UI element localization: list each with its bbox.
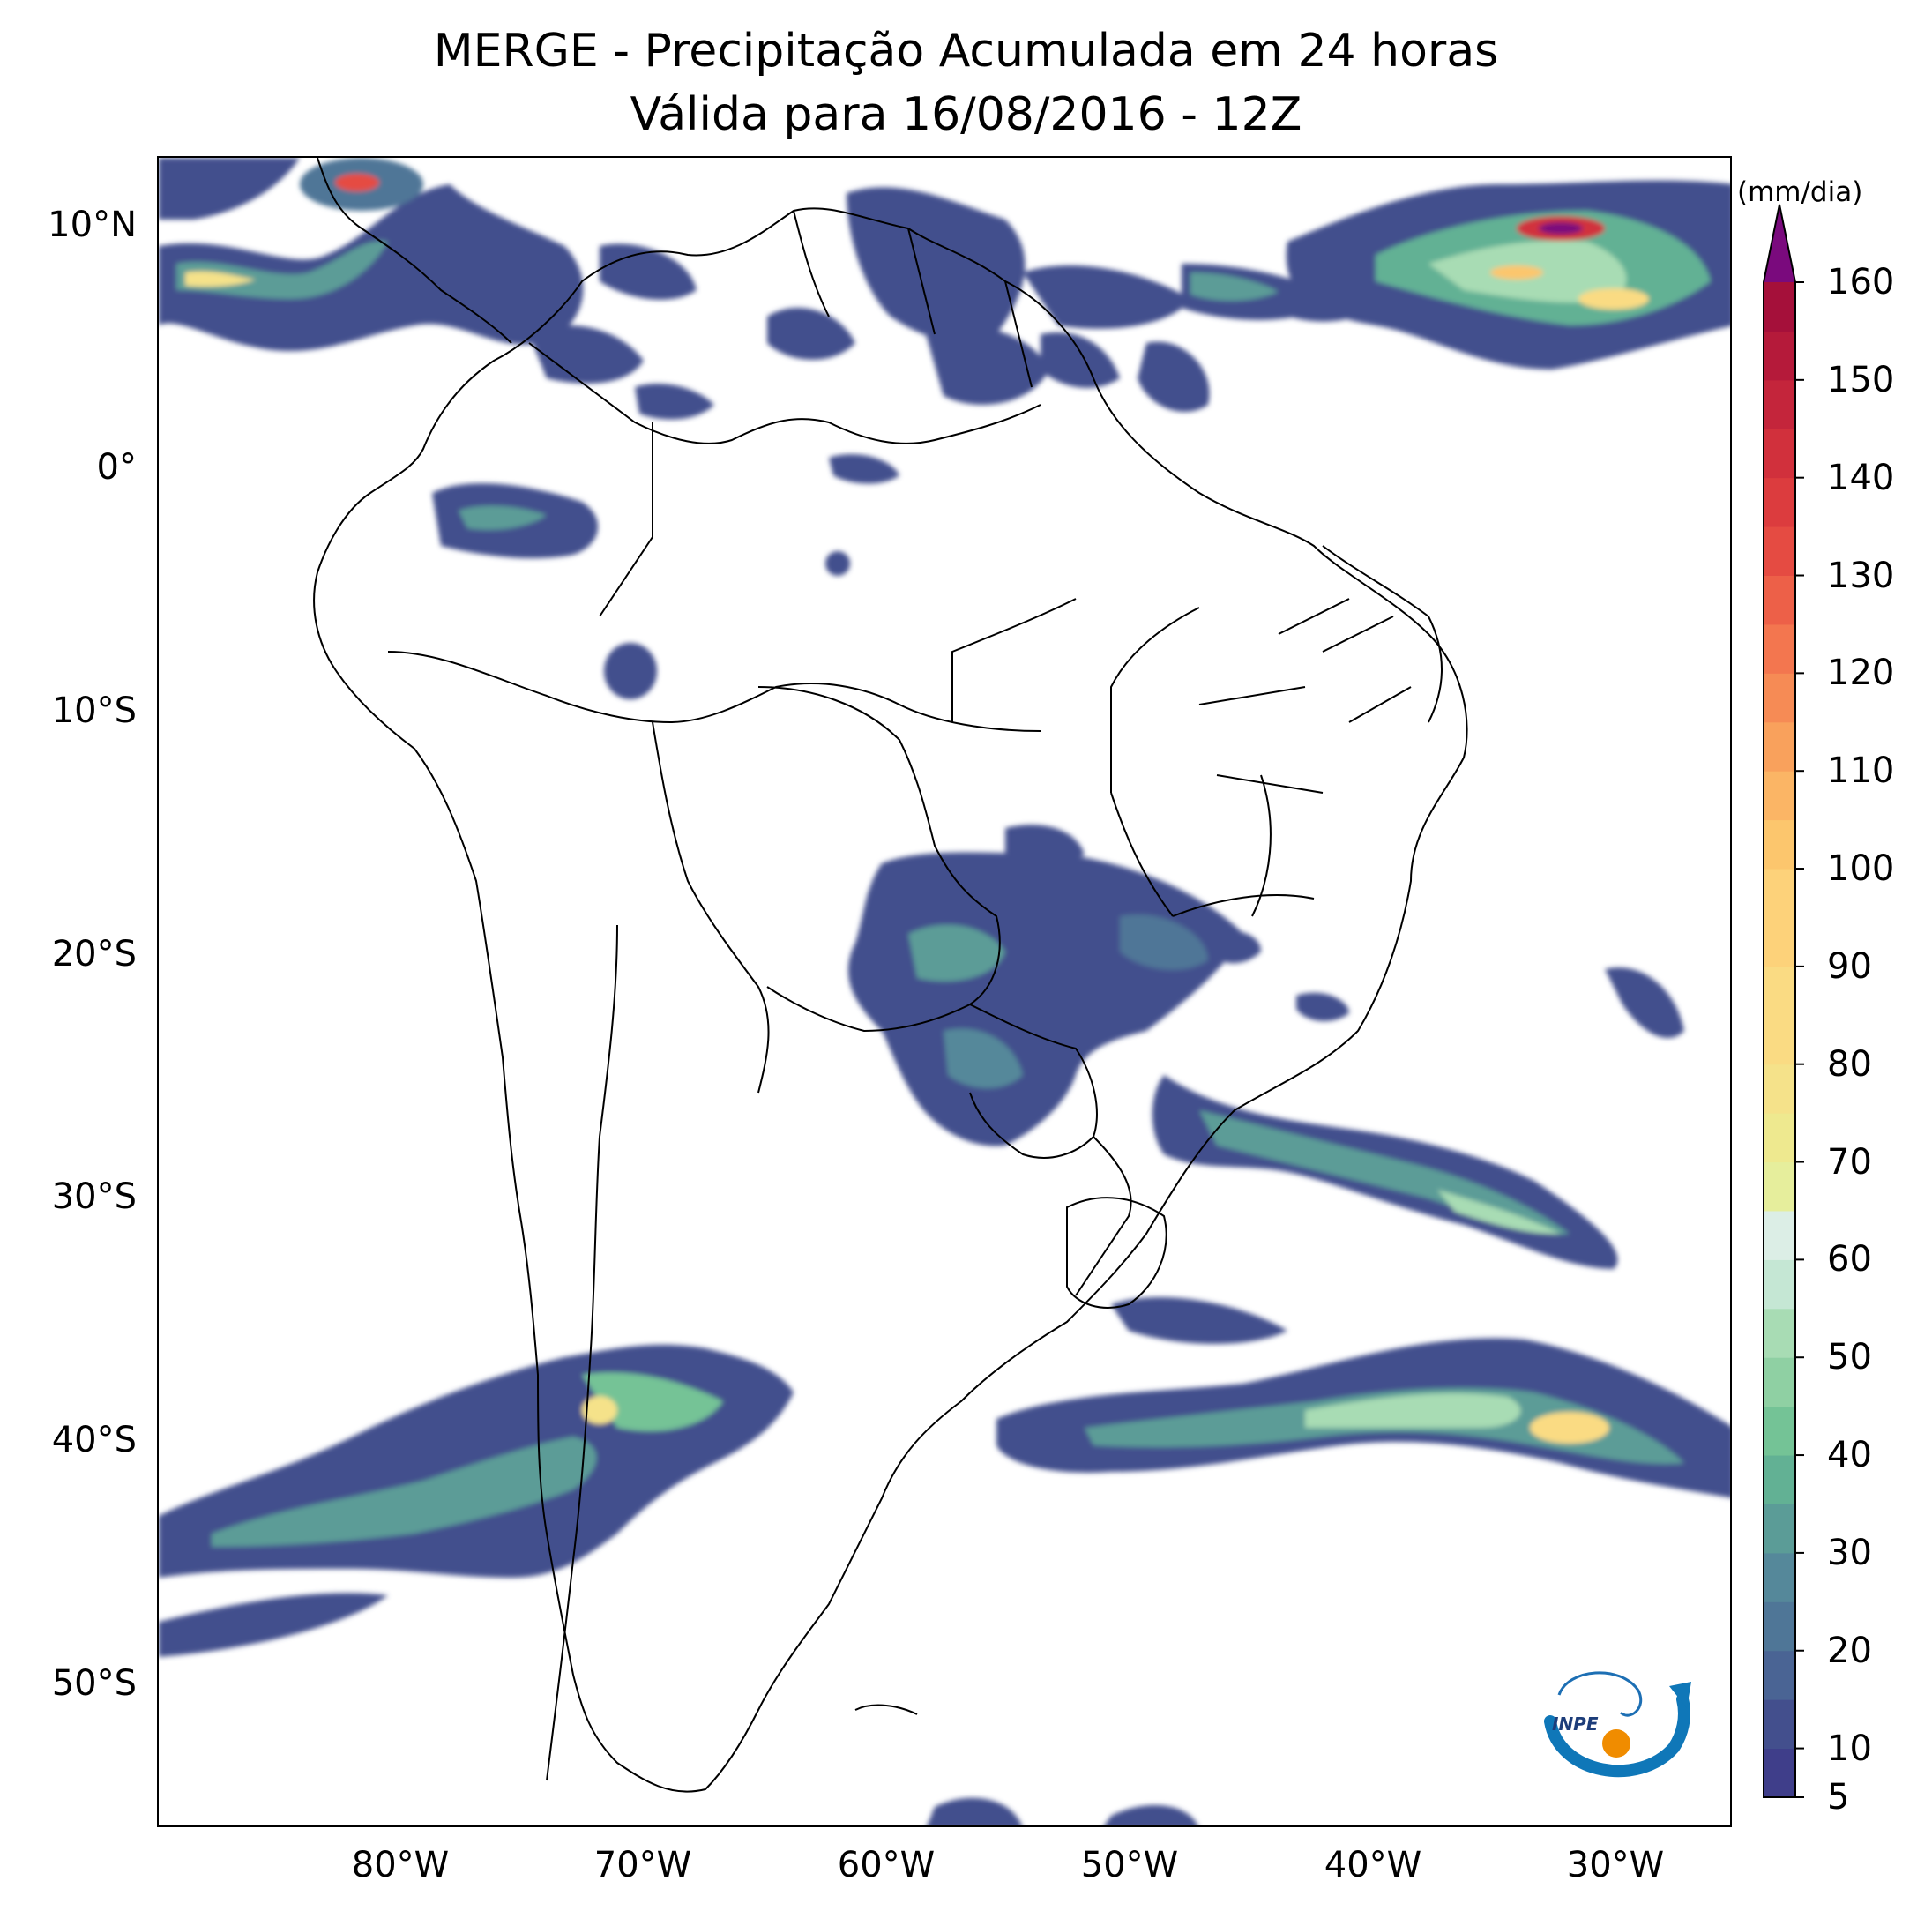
- colorbar-extend-triangle: [1764, 205, 1795, 282]
- colorbar-tick-label: 30: [1827, 1532, 1872, 1573]
- central-america-outline: [317, 158, 512, 344]
- colorbar-segment: [1764, 1455, 1795, 1504]
- colorbar-outline: [1763, 204, 1796, 1798]
- colorbar-segment: [1764, 282, 1795, 332]
- colorbar-tick-label: 110: [1827, 750, 1895, 792]
- colorbar: [1763, 204, 1804, 1798]
- borders-north: [528, 342, 1041, 444]
- colorbar-segment: [1764, 1113, 1795, 1163]
- lat-label-0: 0°: [96, 447, 137, 488]
- lat-label-50s: 50°S: [51, 1663, 137, 1704]
- map-panel: [157, 156, 1732, 1827]
- colorbar-segment: [1764, 1748, 1795, 1798]
- colorbar-segment: [1764, 1552, 1795, 1602]
- colorbar-tick-label: 20: [1827, 1630, 1872, 1671]
- precipitation-field: [159, 158, 1730, 1825]
- south-georgia-islands: [854, 1704, 918, 1715]
- uruguay-outline: [1066, 1197, 1167, 1309]
- south-america-coastline: [313, 207, 1468, 1793]
- logo-text: INPE: [1552, 1713, 1599, 1735]
- colorbar-segment: [1764, 1504, 1795, 1554]
- colorbar-segment: [1764, 1308, 1795, 1358]
- precip-area-venezuela: [423, 222, 564, 294]
- lon-label-50w: 50°W: [1080, 1845, 1179, 1885]
- land-outlines: [313, 158, 1468, 1793]
- northeast-outline: [1322, 545, 1443, 723]
- colorbar-tick-label: 130: [1827, 555, 1895, 596]
- colorbar-segment: [1764, 1406, 1795, 1456]
- colorbar-segment: [1764, 331, 1795, 381]
- precipitation-map: [159, 158, 1730, 1825]
- colorbar-segment: [1764, 429, 1795, 479]
- guianas: [793, 210, 1033, 388]
- colorbar-segment: [1764, 869, 1795, 967]
- lon-label-60w: 60°W: [837, 1845, 936, 1885]
- chile-border: [546, 924, 618, 1781]
- lat-label-20s: 20°S: [51, 934, 137, 974]
- colorbar-segment: [1764, 575, 1795, 625]
- colorbar-segment: [1764, 526, 1795, 577]
- bolivia-outline: [757, 686, 1001, 1033]
- colorbar-segment: [1764, 819, 1795, 870]
- colorbar-tick-label: 150: [1827, 359, 1895, 400]
- lat-label-10n: 10°N: [48, 205, 137, 245]
- colorbar-segment: [1764, 477, 1795, 527]
- colorbar-tick-label: 120: [1827, 653, 1895, 694]
- colorbar-tick-label: 90: [1827, 945, 1872, 987]
- colorbar-tick-label: 10: [1827, 1728, 1872, 1769]
- colorbar-tick-label: 100: [1827, 848, 1895, 890]
- colorbar-tick-label: 40: [1827, 1435, 1872, 1476]
- colorbar-tick-label: 60: [1827, 1239, 1872, 1280]
- colorbar-segment: [1764, 1601, 1795, 1652]
- inpe-logo: INPE: [1544, 1671, 1691, 1778]
- lon-label-40w: 40°W: [1324, 1845, 1422, 1885]
- colorbar-segment: [1764, 379, 1795, 429]
- peru-bolivia-border: [652, 721, 770, 1094]
- colorbar-segment: [1764, 771, 1795, 821]
- colorbar-segment: [1764, 1064, 1795, 1114]
- colorbar-tick-label: 160: [1827, 262, 1895, 302]
- paraguay-outline: [969, 1004, 1098, 1159]
- colorbar-segment: [1764, 1161, 1795, 1212]
- colorbar-tick-label: 70: [1827, 1141, 1872, 1183]
- colorbar-tick-label: 80: [1827, 1043, 1872, 1085]
- colorbar-segment: [1764, 623, 1795, 674]
- colorbar-segment: [1764, 673, 1795, 723]
- colorbar-segment: [1764, 1357, 1795, 1407]
- lat-label-40s: 40°S: [51, 1420, 137, 1460]
- colorbar-segment: [1764, 1259, 1795, 1310]
- argentina-east-border: [1075, 1136, 1132, 1296]
- colorbar-unit: (mm/dia): [1737, 176, 1863, 208]
- lat-label-30s: 30°S: [51, 1176, 137, 1217]
- colorbar-tick-label: 50: [1827, 1337, 1872, 1378]
- map-title: MERGE - Precipitação Acumulada em 24 hor…: [433, 25, 1499, 78]
- lon-label-80w: 80°W: [351, 1845, 450, 1885]
- colorbar-tick-label: 140: [1827, 457, 1895, 498]
- colorbar-segments: [1764, 205, 1804, 1798]
- colorbar-segment: [1764, 1699, 1795, 1750]
- colorbar-tick-label: 5: [1827, 1777, 1850, 1818]
- lat-label-10s: 10°S: [51, 690, 137, 731]
- lon-label-70w: 70°W: [593, 1845, 692, 1885]
- brazil-states: [951, 598, 1412, 917]
- colorbar-segment: [1764, 966, 1795, 1065]
- colorbar-segment: [1764, 1650, 1795, 1700]
- colorbar-segment: [1764, 1210, 1795, 1260]
- map-subtitle: Válida para 16/08/2016 - 12Z: [630, 88, 1302, 141]
- lon-label-30w: 30°W: [1566, 1845, 1665, 1885]
- colorbar-segment: [1764, 721, 1795, 772]
